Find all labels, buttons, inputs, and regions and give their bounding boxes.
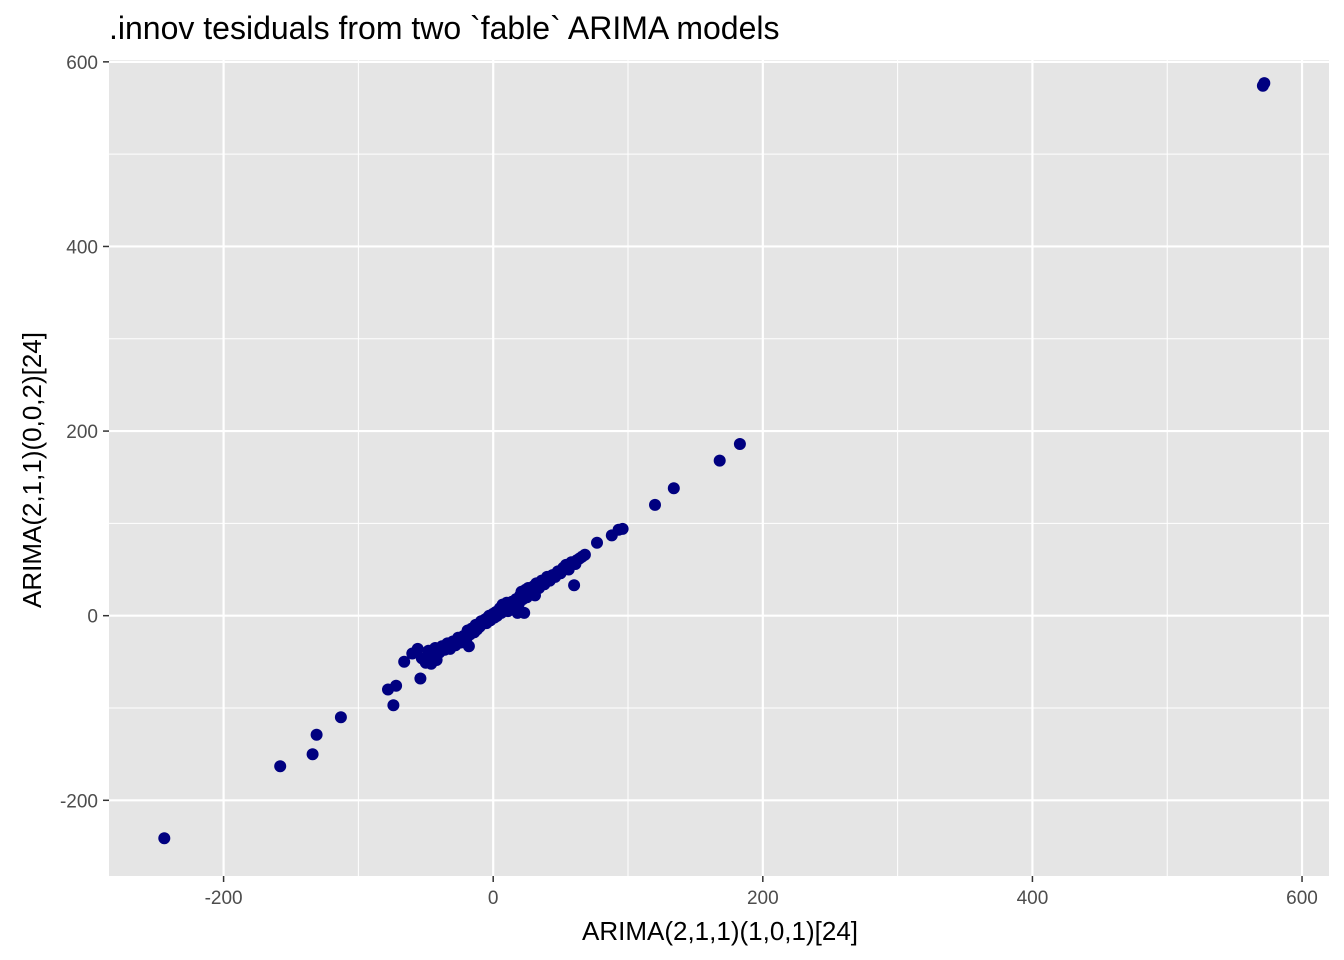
plot-panel [109,60,1329,876]
y-tick-label: -200 [60,791,98,812]
x-tick-label: -200 [205,888,243,909]
data-point [387,699,400,712]
grid-lines [109,60,1329,876]
x-axis-ticks: -200 0 200 400 600 [205,876,1318,909]
chart-title: .innov tesiduals from two `fable` ARIMA … [109,10,780,46]
x-tick-label: 0 [488,888,499,909]
data-point [1258,77,1271,90]
data-point [462,640,475,653]
data-point [568,579,581,592]
y-axis-ticks: -200 0 200 400 600 [60,53,109,812]
data-point [667,482,680,495]
x-tick-label: 200 [747,888,779,909]
data-point [649,498,661,511]
data-point [591,536,603,549]
data-point [398,655,411,668]
data-point [616,522,629,535]
data-point [518,606,531,619]
data-point [411,642,424,655]
data-point [158,832,171,845]
data-point [310,728,323,741]
data-point [390,679,403,692]
y-axis-title: ARIMA(2,1,1)(0,0,2)[24] [17,332,47,608]
data-point [274,760,287,773]
y-tick-label: 400 [66,237,98,258]
data-point [414,672,427,685]
data-point [578,548,591,561]
data-point [306,748,319,761]
x-axis-title: ARIMA(2,1,1)(1,0,1)[24] [582,916,858,946]
panel-background [109,60,1329,876]
data-point [334,711,347,724]
y-tick-label: 600 [66,53,98,74]
data-point [733,438,746,450]
x-tick-label: 600 [1286,888,1318,909]
data-point [713,454,726,467]
x-tick-label: 400 [1017,888,1049,909]
y-tick-label: 0 [87,607,98,628]
data-points [158,77,1271,845]
y-tick-label: 200 [66,422,98,443]
